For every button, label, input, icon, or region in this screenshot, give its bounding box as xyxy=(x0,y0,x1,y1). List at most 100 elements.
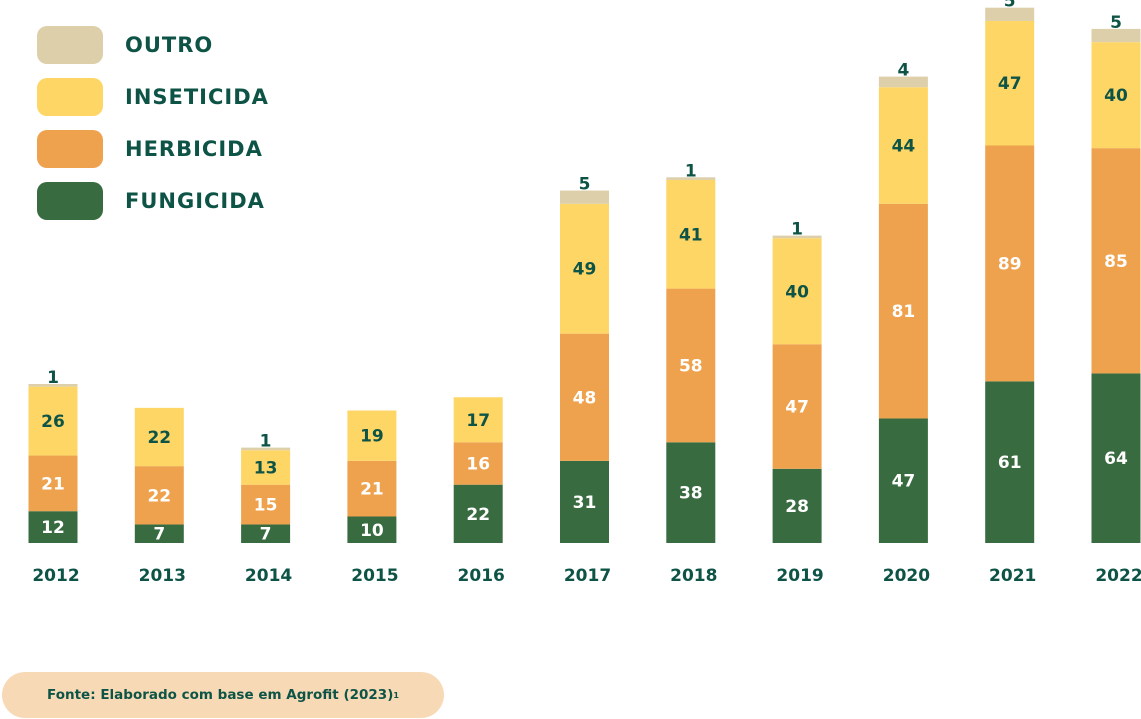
bar-segment-outro xyxy=(985,7,1035,21)
bar-segment-outro xyxy=(1091,28,1141,43)
bar-segment-herbicida xyxy=(878,203,928,419)
legend-label: OUTRO xyxy=(125,33,214,57)
data-label: 22 xyxy=(466,505,490,525)
data-label: 4 xyxy=(897,61,909,81)
bar-segment-fungicida xyxy=(560,460,609,543)
data-label: 1 xyxy=(47,368,59,388)
source-note: Fonte: Elaborado com base em Agrofit (20… xyxy=(2,672,444,718)
legend-swatch xyxy=(37,26,103,64)
data-label: 89 xyxy=(998,254,1022,274)
data-label: 40 xyxy=(1104,86,1128,106)
bar-segment-fungicida xyxy=(1091,373,1141,543)
legend: OUTRO INSETICIDA HERBICIDA FUNGICIDA xyxy=(37,19,269,227)
bar-segment-outro xyxy=(666,177,716,180)
bar-segment-outro xyxy=(772,235,822,239)
data-label: 1 xyxy=(685,161,697,181)
data-label: 64 xyxy=(1104,449,1128,469)
legend-label: INSETICIDA xyxy=(125,85,269,109)
bar-segment-outro xyxy=(241,447,291,451)
data-label: 22 xyxy=(147,486,171,506)
data-label: 21 xyxy=(41,474,65,494)
data-label: 22 xyxy=(147,428,171,448)
data-label: 49 xyxy=(573,260,597,280)
bar-segment-inseticida xyxy=(347,410,397,461)
bar-segment-fungicida xyxy=(241,524,291,543)
x-tick-label: 2013 xyxy=(139,566,186,586)
data-label: 12 xyxy=(41,518,65,538)
bar-segment-fungicida xyxy=(878,418,928,543)
legend-item-outro: OUTRO xyxy=(37,19,269,71)
data-label: 21 xyxy=(360,480,384,500)
bar-segment-fungicida xyxy=(28,511,78,543)
data-label: 44 xyxy=(892,137,916,157)
x-tick-label: 2012 xyxy=(32,566,79,586)
bar-segment-fungicida xyxy=(772,468,822,543)
legend-item-fungicida: FUNGICIDA xyxy=(37,175,269,227)
bar-segment-inseticida xyxy=(985,20,1035,146)
bar-segment-herbicida xyxy=(772,344,822,469)
bar-segment-inseticida xyxy=(241,450,291,485)
data-label: 47 xyxy=(998,74,1022,94)
bar-segment-outro xyxy=(878,76,928,88)
bar-segment-herbicida xyxy=(347,460,397,517)
bar-segment-inseticida xyxy=(666,179,716,289)
data-label: 61 xyxy=(998,453,1022,473)
data-label: 7 xyxy=(260,525,272,545)
data-label: 28 xyxy=(785,497,809,517)
x-tick-label: 2015 xyxy=(351,566,398,586)
data-label: 15 xyxy=(254,496,278,516)
x-tick-label: 2016 xyxy=(458,566,505,586)
data-label: 85 xyxy=(1104,252,1128,272)
legend-swatch xyxy=(37,78,103,116)
data-label: 81 xyxy=(892,302,916,322)
data-label: 41 xyxy=(679,225,703,245)
bar-segment-inseticida xyxy=(560,203,609,334)
data-label: 13 xyxy=(254,458,278,478)
source-text: Fonte: Elaborado com base em Agrofit (20… xyxy=(47,687,394,703)
bar-segment-outro xyxy=(560,190,609,204)
bar-segment-herbicida xyxy=(134,466,184,525)
bar-segment-fungicida xyxy=(347,516,397,543)
x-tick-label: 2022 xyxy=(1095,566,1141,586)
data-label: 5 xyxy=(1110,13,1122,33)
legend-item-inseticida: INSETICIDA xyxy=(37,71,269,123)
bar-segment-fungicida xyxy=(666,442,716,543)
data-label: 26 xyxy=(41,412,65,432)
data-label: 1 xyxy=(260,432,272,452)
data-label: 7 xyxy=(153,525,165,545)
data-label: 16 xyxy=(466,455,490,475)
bar-segment-herbicida xyxy=(985,145,1035,382)
data-label: 58 xyxy=(679,356,703,376)
legend-swatch xyxy=(37,130,103,168)
x-tick-label: 2019 xyxy=(776,566,823,586)
data-label: 1 xyxy=(791,220,803,240)
bar-segment-herbicida xyxy=(560,333,609,461)
data-label: 5 xyxy=(579,175,591,195)
data-label: 5 xyxy=(1004,0,1016,12)
bar-segment-inseticida xyxy=(1091,42,1141,149)
bar-segment-fungicida xyxy=(985,381,1035,543)
data-label: 38 xyxy=(679,484,703,504)
bar-segment-herbicida xyxy=(666,288,716,443)
bar-segment-fungicida xyxy=(453,484,503,543)
x-tick-label: 2018 xyxy=(670,566,717,586)
bar-segment-inseticida xyxy=(878,87,928,204)
legend-label: FUNGICIDA xyxy=(125,189,265,213)
source-footnote: 1 xyxy=(393,690,399,700)
bar-segment-herbicida xyxy=(453,442,503,485)
x-tick-label: 2021 xyxy=(989,566,1036,586)
data-label: 47 xyxy=(892,472,916,492)
bar-segment-outro xyxy=(28,384,78,387)
bar-segment-fungicida xyxy=(134,524,184,543)
x-tick-label: 2014 xyxy=(245,566,292,586)
data-label: 17 xyxy=(466,411,490,431)
legend-label: HERBICIDA xyxy=(125,137,263,161)
data-label: 10 xyxy=(360,521,384,541)
data-label: 31 xyxy=(573,493,597,513)
bar-segment-inseticida xyxy=(28,386,78,456)
x-tick-label: 2020 xyxy=(883,566,930,586)
data-label: 48 xyxy=(573,388,597,408)
x-tick-label: 2017 xyxy=(564,566,611,586)
bar-segment-inseticida xyxy=(134,407,184,467)
